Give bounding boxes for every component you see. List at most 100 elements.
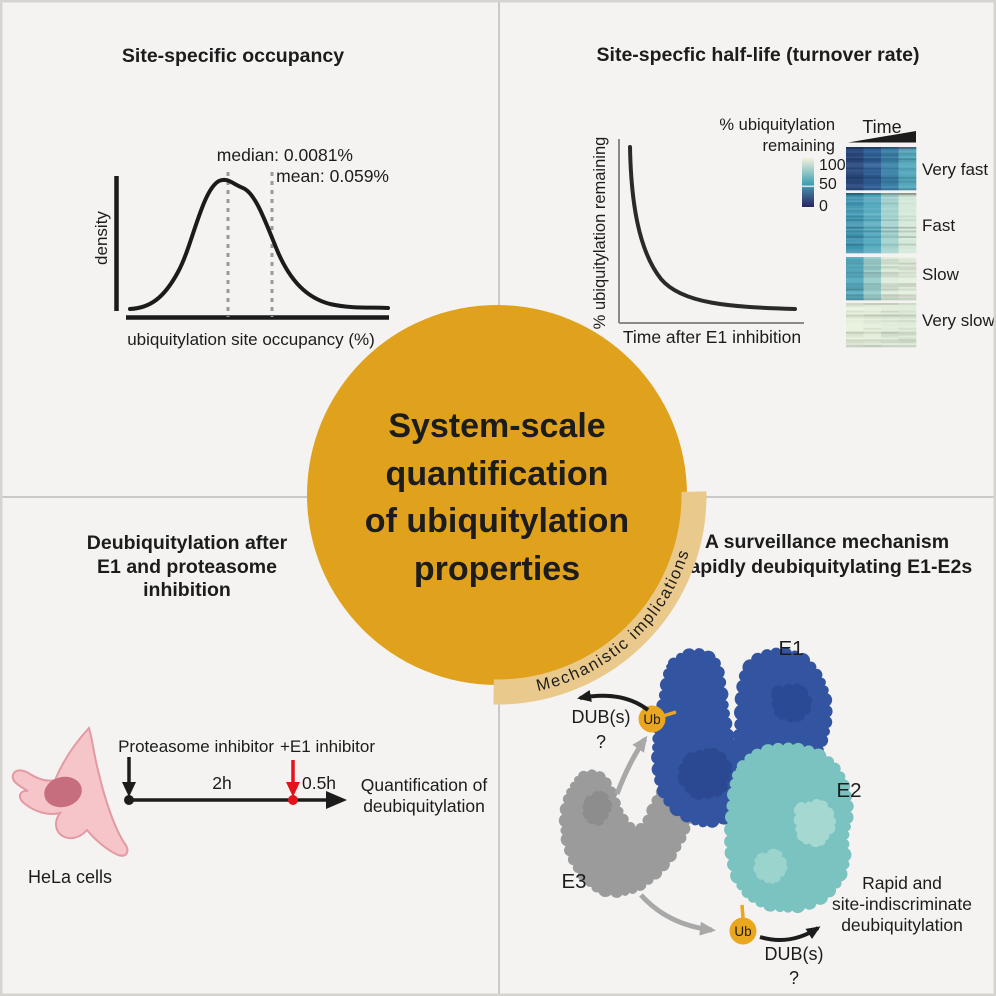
dub-bottom-question: ? [789, 968, 799, 988]
heatmap-cell [898, 281, 917, 284]
heatmap-cell [898, 228, 917, 231]
heatmap-cell [881, 322, 899, 325]
heatmap-cell [881, 339, 899, 342]
heatmap-cell [881, 147, 899, 150]
surveillance-title-line1: A surveillance mechanism [705, 531, 949, 553]
ub2-linker [740, 904, 745, 919]
heatmap-cell [846, 316, 864, 319]
heatmap-cell [846, 163, 864, 166]
heatmap-cell [863, 266, 882, 269]
heatmap-cell [863, 232, 882, 235]
heatmap-cell [846, 196, 864, 199]
heatmap-cell [863, 264, 882, 267]
heatmap-cell [863, 251, 882, 254]
heatmap-cell [881, 283, 899, 286]
heatmap-cell [881, 333, 899, 336]
e3-blob-shading [582, 790, 613, 826]
heatmap-cell [898, 279, 917, 282]
heatmap-cell [898, 318, 917, 321]
decay-y-label: % ubiquitylation remaining [591, 137, 609, 330]
heatmap-cell [846, 234, 864, 237]
heatmap-cell [846, 270, 864, 273]
heatmap-cell [863, 173, 882, 176]
heatmap-cell [898, 224, 917, 228]
heatmap-cell [898, 163, 917, 166]
heatmap-cell [846, 310, 864, 313]
deubiq-title-line3: inhibition [143, 579, 231, 601]
heatmap-cell [863, 211, 882, 214]
heatmap-cell [863, 285, 882, 288]
dub-bottom-label: DUB(s) [765, 944, 824, 964]
heatmap-cell [898, 303, 917, 306]
heatmap-cell [863, 260, 882, 263]
heatmap-cell [881, 286, 899, 290]
heatmap-cell [881, 306, 899, 310]
heatmap-cell [898, 173, 917, 176]
heatmap-cell [898, 200, 917, 203]
panel-deubiquitylation: Deubiquitylation after E1 and proteasome… [11, 532, 487, 887]
heatmap-cell [881, 239, 899, 243]
center-title-line1: System-scale [388, 407, 605, 445]
heatmap-cell [898, 180, 917, 183]
occupancy-title: Site-specific occupancy [122, 45, 344, 67]
heatmap-cell [863, 163, 882, 166]
heatmap-cell [898, 312, 917, 315]
heatmap-cell [846, 232, 864, 235]
heatmap-cell [881, 271, 899, 275]
heatmap-cell [881, 343, 899, 346]
heatmap-cell [898, 175, 917, 178]
heatmap-cell [846, 176, 864, 180]
heatmap-cell [881, 303, 899, 306]
heatmap-cell [846, 337, 864, 340]
ub2-removal-arrow [759, 926, 821, 942]
heatmap-cell [898, 156, 917, 159]
heatmap-cell [863, 312, 882, 315]
heatmap-cell [881, 184, 899, 187]
heatmap-cell [898, 320, 917, 323]
heatmap-cell [898, 345, 917, 348]
heatmap-cell [881, 171, 899, 174]
heatmap-cell [898, 283, 917, 286]
ub2-label: Ub [734, 924, 751, 939]
heatmap-cell [846, 211, 864, 214]
interval-05h-label: 0.5h [302, 773, 336, 793]
heatmap-cell [846, 339, 864, 342]
heatmap-cell [863, 245, 882, 248]
heatmap-cell [863, 228, 882, 231]
heatmap-cell [881, 318, 899, 321]
heatmap-cell [898, 186, 917, 189]
heatmap-cell [898, 158, 917, 161]
ub1-label: Ub [643, 712, 660, 727]
heatmap-cell [881, 224, 899, 228]
heatmap-cell [846, 273, 864, 276]
heatmap-cell [881, 273, 899, 276]
heatmap-cell [846, 271, 864, 275]
e1-blob-shading [771, 683, 812, 723]
heatmap-cell [846, 148, 864, 152]
heatmap-cell [898, 262, 917, 265]
e2-blob-highlight [793, 798, 837, 848]
heatmap-cell [863, 169, 882, 172]
heatmap-cell [863, 158, 882, 161]
heatmap-cell [863, 217, 882, 220]
deubiq-title-line1: Deubiquitylation after [87, 532, 288, 554]
heatmap-cell [863, 150, 882, 153]
heatmap-cell [898, 193, 917, 196]
surveillance-title-line2: rapidly deubiquitylating E1-E2s [682, 556, 973, 578]
heatmap-cell [846, 286, 864, 290]
heatmap-cell [881, 161, 899, 165]
heatmap-cell [846, 308, 864, 311]
heatmap-cell [863, 337, 882, 340]
heatmap-cell [846, 182, 864, 185]
heatmap-cell [881, 316, 899, 319]
heatmap-cell [863, 320, 882, 323]
heatmap-cell [881, 232, 899, 235]
heatmap-cell [898, 247, 917, 250]
heatmap-cell [898, 251, 917, 254]
heatmap-cell [898, 209, 917, 213]
heatmap-cell [846, 221, 864, 224]
heatmap-cell [863, 230, 882, 233]
heatmap-cell [863, 193, 882, 196]
heatmap-cell [898, 310, 917, 313]
heatmap-cell [881, 329, 899, 332]
